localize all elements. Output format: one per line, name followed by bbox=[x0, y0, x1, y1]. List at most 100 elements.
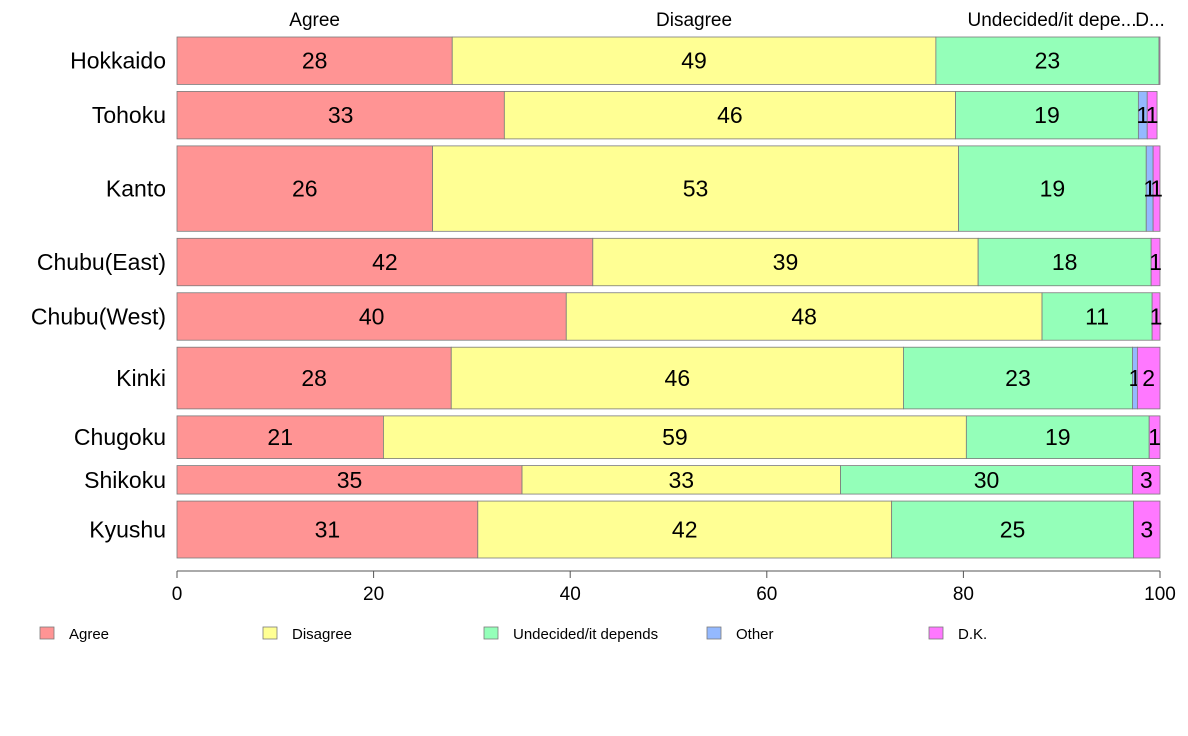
data-label-3-4: 1 bbox=[1149, 249, 1162, 275]
row-label-3: Chubu(East) bbox=[37, 249, 166, 275]
legend-swatch-3 bbox=[706, 626, 722, 640]
x-tick-label-2: 40 bbox=[560, 584, 581, 605]
row-label-8: Kyushu bbox=[89, 517, 166, 543]
x-tick-label-5: 100 bbox=[1144, 584, 1176, 605]
top-label-1: Disagree bbox=[656, 10, 732, 31]
data-label-1-3: 1 bbox=[1136, 102, 1149, 128]
bar-3-2 bbox=[977, 237, 1152, 287]
row-label-5: Kinki bbox=[116, 365, 166, 391]
legend-label-1: Disagree bbox=[292, 626, 352, 643]
bar-5-0 bbox=[176, 346, 452, 410]
bar-8-2 bbox=[891, 500, 1134, 559]
bar-1-0 bbox=[176, 91, 505, 140]
data-label-3-2: 18 bbox=[1052, 249, 1078, 275]
data-label-4-0: 40 bbox=[359, 303, 385, 329]
bar-3-4 bbox=[1150, 237, 1161, 287]
data-label-2-4: 1 bbox=[1150, 176, 1163, 202]
x-tick-label-1: 20 bbox=[363, 584, 384, 605]
legend-swatch-4 bbox=[928, 626, 944, 640]
data-label-2-0: 26 bbox=[292, 176, 318, 202]
bar-1-2 bbox=[955, 91, 1139, 140]
bar-5-2 bbox=[903, 346, 1133, 410]
bar-1-1 bbox=[503, 91, 956, 140]
bar-3-1 bbox=[592, 237, 979, 287]
data-label-1-4: 1 bbox=[1146, 102, 1159, 128]
row-label-1: Tohoku bbox=[92, 102, 166, 128]
top-label-3: D... bbox=[1135, 10, 1165, 31]
bar-8-4 bbox=[1133, 500, 1161, 559]
legend-label-0: Agree bbox=[69, 626, 109, 643]
legend-swatch-0 bbox=[39, 626, 55, 640]
data-label-8-1: 42 bbox=[672, 517, 698, 543]
bar-2-2 bbox=[958, 145, 1147, 232]
bar-5-1 bbox=[450, 346, 904, 410]
data-label-2-2: 19 bbox=[1040, 176, 1066, 202]
bar-0-0 bbox=[176, 36, 453, 85]
legend-swatch-1 bbox=[262, 626, 278, 640]
bar-2-0 bbox=[176, 145, 433, 232]
data-label-4-2: 11 bbox=[1085, 303, 1109, 329]
bar-4-4 bbox=[1151, 292, 1161, 341]
bar-4-1 bbox=[565, 292, 1043, 341]
bar-5-4 bbox=[1136, 346, 1161, 410]
bar-0-2 bbox=[935, 36, 1160, 85]
legend-swatch-2 bbox=[483, 626, 499, 640]
data-label-6-0: 21 bbox=[267, 424, 293, 450]
data-label-4-1: 48 bbox=[791, 303, 817, 329]
data-label-3-1: 39 bbox=[773, 249, 799, 275]
data-label-1-0: 33 bbox=[328, 102, 354, 128]
data-label-6-1: 59 bbox=[662, 424, 688, 450]
bar-6-1 bbox=[383, 415, 967, 459]
top-label-0: Agree bbox=[289, 10, 340, 31]
data-label-0-2: 23 bbox=[1035, 48, 1061, 74]
row-label-7: Shikoku bbox=[84, 467, 166, 493]
row-label-6: Chugoku bbox=[74, 424, 166, 450]
x-tick-label-0: 0 bbox=[172, 584, 183, 605]
legend-label-2: Undecided/it depends bbox=[513, 626, 658, 643]
bar-0-1 bbox=[451, 36, 937, 85]
data-label-8-4: 3 bbox=[1140, 517, 1153, 543]
bar-1-4 bbox=[1146, 91, 1158, 140]
data-label-2-1: 53 bbox=[683, 176, 709, 202]
bar-7-0 bbox=[176, 465, 523, 495]
bar-4-0 bbox=[176, 292, 567, 341]
data-label-7-0: 35 bbox=[337, 467, 363, 493]
data-label-0-0: 28 bbox=[302, 48, 328, 74]
bar-3-0 bbox=[176, 237, 594, 287]
bar-4-2 bbox=[1041, 292, 1153, 341]
bar-6-2 bbox=[965, 415, 1150, 459]
bar-7-2 bbox=[840, 465, 1133, 495]
bar-6-0 bbox=[176, 415, 384, 459]
data-label-3-0: 42 bbox=[372, 249, 398, 275]
data-label-8-0: 31 bbox=[315, 517, 341, 543]
legend-label-3: Other bbox=[736, 626, 774, 643]
data-label-5-2: 23 bbox=[1005, 365, 1031, 391]
bar-2-4 bbox=[1152, 145, 1161, 232]
data-label-1-1: 46 bbox=[717, 102, 743, 128]
data-label-5-4: 2 bbox=[1142, 365, 1155, 391]
row-label-0: Hokkaido bbox=[70, 48, 166, 74]
data-label-8-2: 25 bbox=[1000, 517, 1026, 543]
top-label-2: Undecided/it depe... bbox=[967, 10, 1136, 31]
data-label-6-4: 1 bbox=[1148, 424, 1161, 450]
legend-label-4: D.K. bbox=[958, 626, 987, 643]
data-label-1-2: 19 bbox=[1034, 102, 1060, 128]
row-label-4: Chubu(West) bbox=[31, 303, 166, 329]
data-label-6-2: 19 bbox=[1045, 424, 1071, 450]
data-label-7-2: 30 bbox=[974, 467, 1000, 493]
bar-6-4 bbox=[1148, 415, 1161, 459]
data-label-7-4: 3 bbox=[1140, 467, 1153, 493]
bar-8-0 bbox=[176, 500, 479, 559]
data-label-0-1: 49 bbox=[681, 48, 707, 74]
bar-0-4 bbox=[1158, 36, 1161, 85]
bar-8-1 bbox=[477, 500, 893, 559]
x-tick-label-3: 60 bbox=[756, 584, 777, 605]
data-label-5-1: 46 bbox=[665, 365, 691, 391]
bar-7-1 bbox=[521, 465, 841, 495]
row-label-2: Kanto bbox=[106, 176, 166, 202]
data-label-7-1: 33 bbox=[668, 467, 694, 493]
x-tick-label-4: 80 bbox=[953, 584, 974, 605]
data-label-5-0: 28 bbox=[301, 365, 327, 391]
bar-7-4 bbox=[1132, 465, 1161, 495]
